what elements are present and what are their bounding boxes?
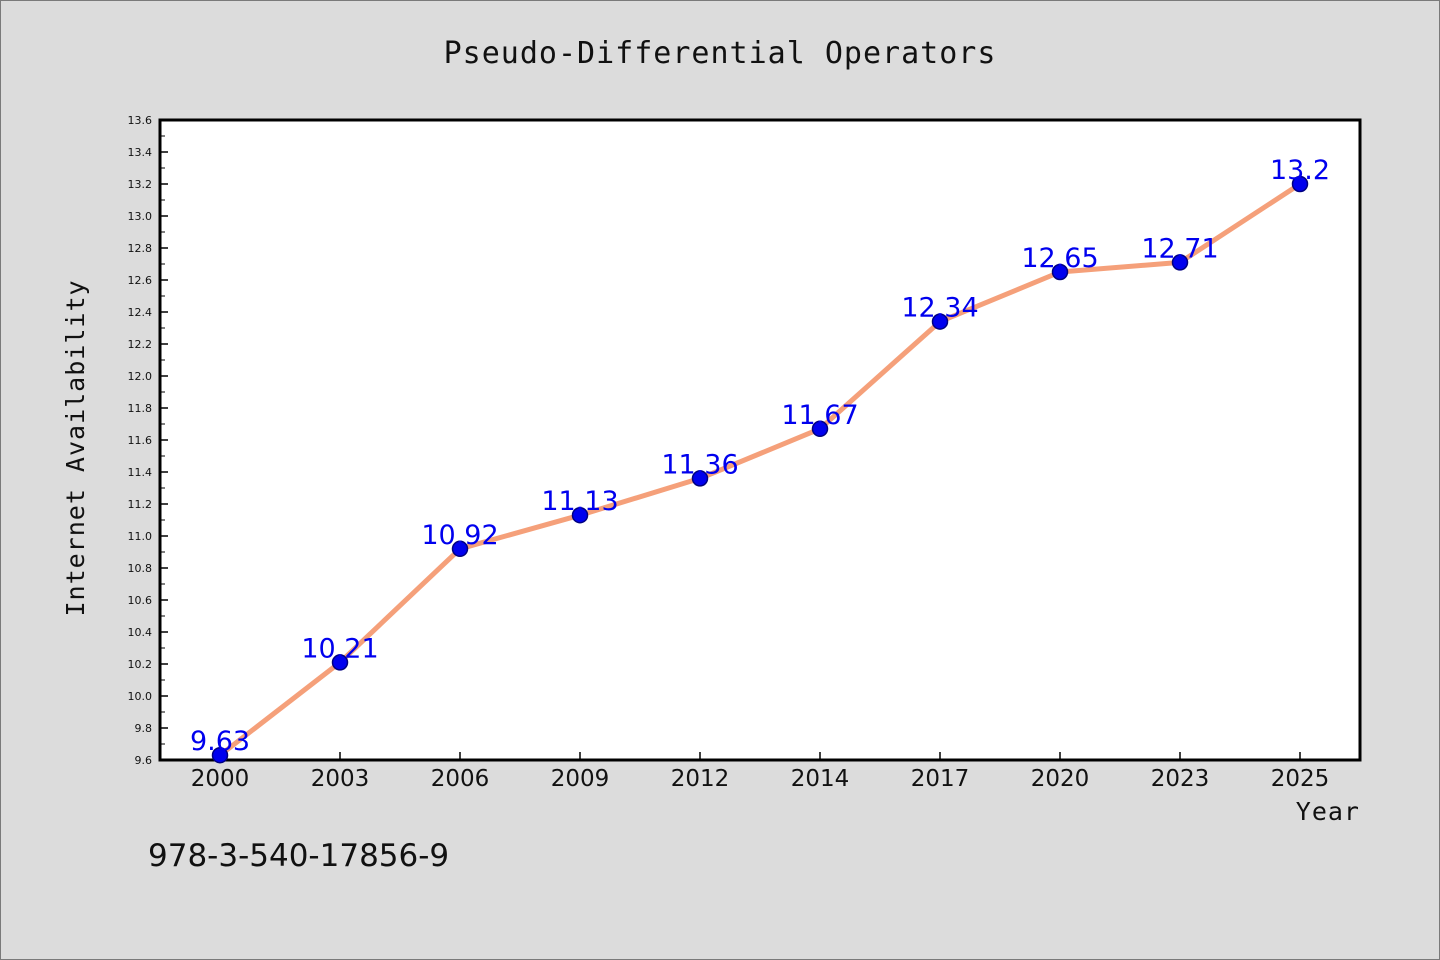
x-tick-label: 2025	[1271, 766, 1330, 792]
y-tick-label: 11.2	[128, 498, 153, 511]
x-tick-label: 2014	[791, 766, 850, 792]
data-point	[331, 654, 349, 671]
y-tick-label: 10.0	[128, 690, 153, 703]
y-tick-label: 13.4	[128, 146, 153, 159]
data-label: 9.63	[190, 726, 250, 757]
y-tick-label: 11.4	[128, 466, 153, 479]
y-tick-label: 10.6	[128, 594, 153, 607]
x-tick-label: 2017	[911, 766, 970, 792]
y-axis-label: Internet Availability	[61, 279, 90, 616]
data-point	[1171, 254, 1189, 271]
footnote-isbn: 978-3-540-17856-9	[148, 838, 449, 874]
series-line	[218, 181, 1302, 758]
series-markers	[211, 175, 1309, 764]
plot-area	[158, 118, 1362, 762]
data-point	[211, 746, 229, 764]
x-tick-label: 2009	[551, 766, 610, 792]
y-tick-label: 12.8	[128, 242, 153, 255]
data-point	[1291, 175, 1309, 193]
data-point	[571, 506, 589, 524]
y-tick-label: 12.4	[128, 306, 153, 319]
data-point	[691, 470, 709, 487]
y-tick-label: 11.8	[128, 402, 153, 415]
data-point	[811, 420, 829, 438]
y-tick-label: 13.0	[128, 210, 153, 223]
data-label: 11.13	[541, 486, 618, 517]
data-point	[931, 313, 949, 330]
y-tick-label: 11.0	[128, 530, 153, 543]
y-tick-label: 11.6	[128, 434, 153, 447]
x-tick-label: 2020	[1031, 766, 1090, 792]
data-point	[451, 540, 469, 558]
x-tick-label: 2012	[671, 766, 730, 792]
data-label: 13.2	[1270, 155, 1330, 186]
x-tick-label: 2006	[431, 766, 490, 792]
data-label: 12.34	[901, 293, 978, 324]
x-tick-label: 2000	[191, 766, 250, 792]
y-tick-label: 12.6	[128, 274, 153, 287]
data-label: 12.71	[1141, 233, 1218, 264]
data-label: 10.92	[421, 520, 498, 551]
y-tick-label: 13.6	[128, 114, 153, 127]
y-tick-label: 10.4	[128, 626, 153, 639]
data-label: 11.67	[781, 400, 858, 431]
y-tick-label: 9.6	[135, 754, 153, 767]
y-tick-label: 10.8	[128, 562, 153, 575]
y-tick-label: 12.2	[128, 338, 153, 351]
x-axis: 2000 2003 2006 2009 2012 2014 2017 2020 2023 2025	[191, 752, 1330, 792]
x-axis-label: Year	[1296, 797, 1360, 826]
y-tick-label: 9.8	[135, 722, 153, 735]
data-point	[1051, 263, 1069, 281]
x-tick-label: 2003	[311, 766, 370, 792]
data-label: 10.21	[301, 633, 378, 664]
y-tick-label: 13.2	[128, 178, 153, 191]
x-tick-label: 2023	[1151, 766, 1210, 792]
data-label: 12.65	[1021, 243, 1098, 274]
y-tick-label: 10.2	[128, 658, 153, 671]
y-axis: 9.6 9.8 10.0 10.2 10.4 10.6 10.8 11.0 11.2 11.4 11…	[128, 114, 168, 767]
chart-title: Pseudo-Differential Operators	[444, 36, 997, 71]
data-label: 11.36	[661, 449, 738, 480]
data-labels: 9.63 10.21 10.92 11.13 11.36 11.67 12.34 12.65 1…	[190, 155, 1330, 757]
y-tick-label: 12.0	[128, 370, 153, 383]
